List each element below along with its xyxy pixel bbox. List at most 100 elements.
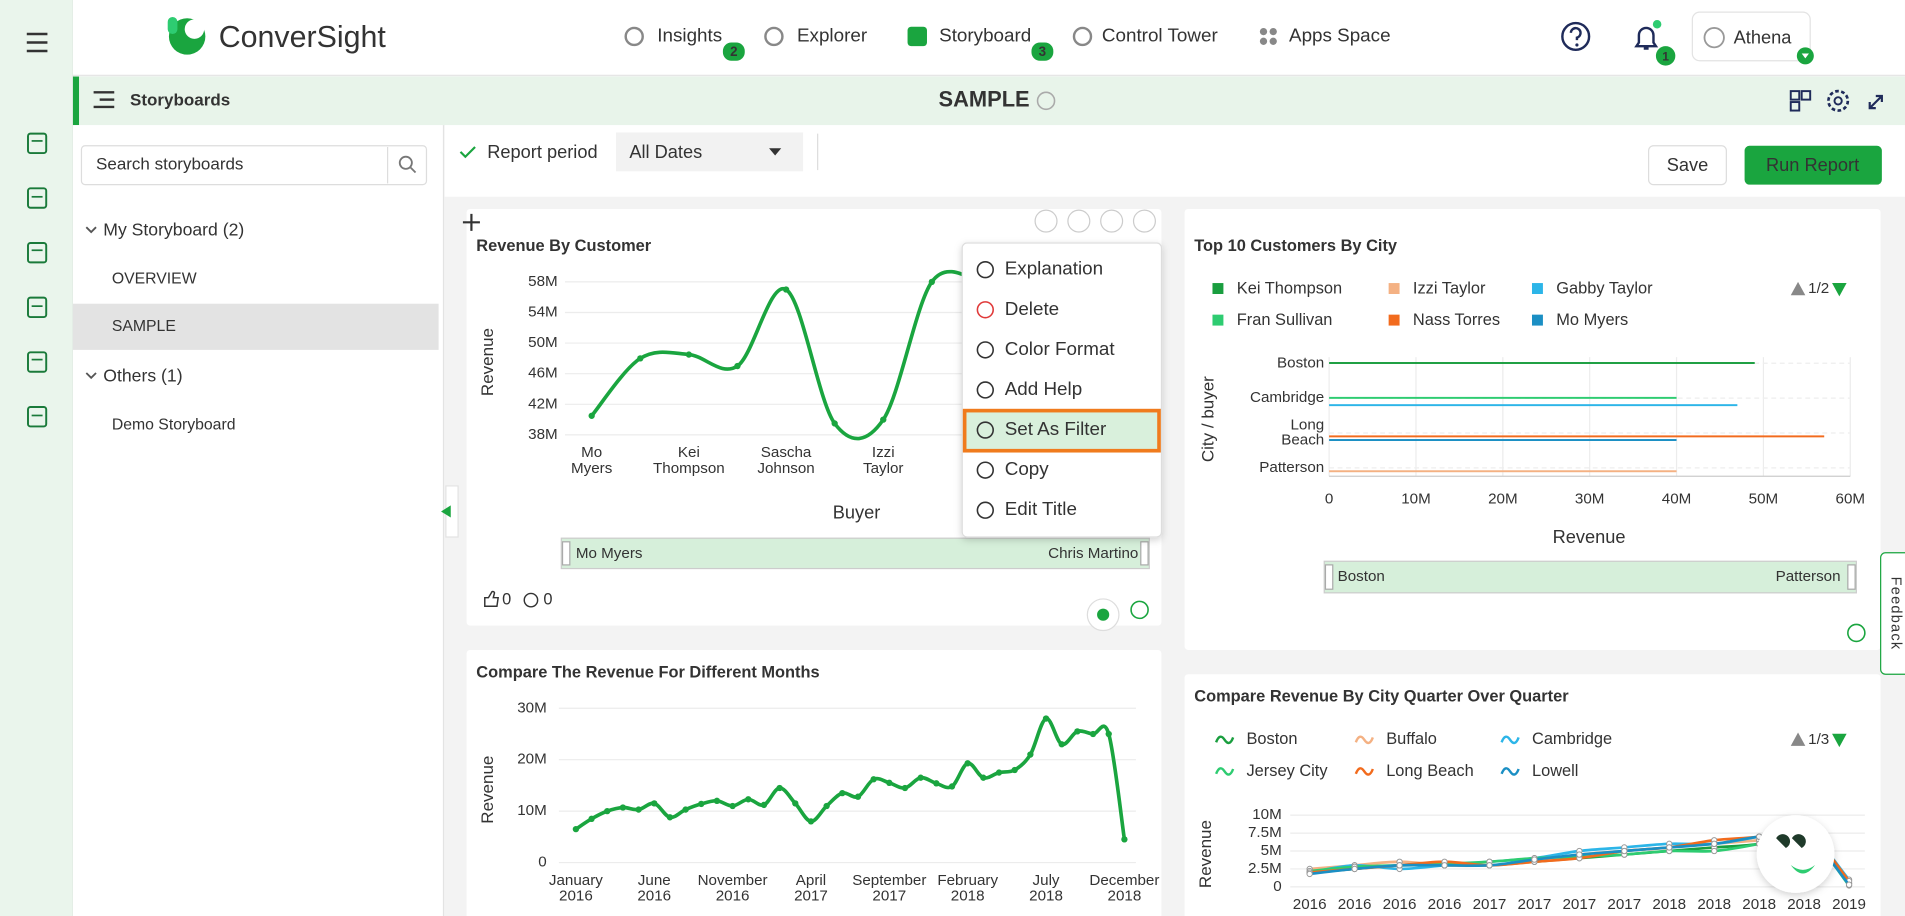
y-tick-label: Long Beach [1281, 417, 1324, 449]
legend-prev[interactable] [1790, 281, 1806, 296]
nav-icon[interactable] [624, 26, 644, 47]
comment-icon[interactable] [523, 592, 539, 608]
range-slider[interactable] [560, 537, 1150, 570]
legend-label[interactable]: Cambridge [1532, 730, 1612, 748]
legend-symbol[interactable] [1354, 735, 1374, 745]
legend-swatch[interactable] [1212, 283, 1224, 294]
run-report-button[interactable] [1744, 145, 1882, 185]
menu-item[interactable]: Set As Filter [1005, 418, 1106, 439]
legend-label[interactable]: Fran Sullivan [1237, 311, 1333, 329]
legend-label[interactable]: Boston [1246, 730, 1297, 748]
legend-label[interactable]: Izzi Taylor [1413, 279, 1486, 297]
user-menu[interactable] [1691, 11, 1811, 62]
search-box[interactable] [80, 145, 428, 186]
data-point [1396, 862, 1403, 869]
slider-handle[interactable] [561, 541, 571, 566]
x-tick-label: 60M [1836, 490, 1866, 507]
menu-item[interactable]: Delete [1005, 298, 1059, 319]
group-chevron[interactable] [85, 226, 97, 234]
date-select[interactable] [615, 132, 804, 172]
rail-icon[interactable] [27, 296, 48, 319]
legend-prev[interactable] [1790, 732, 1806, 746]
legend-swatch[interactable] [1531, 283, 1543, 294]
data-point [1621, 847, 1628, 855]
nav-icon[interactable] [1259, 27, 1268, 36]
info-icon[interactable] [1847, 623, 1866, 643]
like-icon[interactable] [484, 590, 499, 607]
nav-icon[interactable] [907, 26, 927, 47]
data-point [1486, 862, 1493, 869]
nav-icon[interactable] [1269, 37, 1277, 45]
legend-swatch[interactable] [1212, 314, 1224, 326]
add-widget-icon[interactable] [1800, 90, 1812, 101]
slider-handle[interactable] [1324, 564, 1334, 590]
legend-next[interactable] [1832, 733, 1847, 748]
legend-label[interactable]: Lowell [1532, 762, 1578, 780]
group-chevron[interactable] [85, 372, 97, 380]
save-button[interactable] [1648, 145, 1727, 186]
rail-icon[interactable] [27, 241, 48, 264]
legend-swatch[interactable] [1531, 314, 1543, 326]
legend-label[interactable]: Mo Myers [1556, 311, 1628, 329]
search-icon[interactable] [398, 155, 413, 170]
nav-item[interactable]: Control Tower [1102, 24, 1218, 45]
add-widget-icon[interactable] [1789, 90, 1801, 101]
info-icon[interactable] [1130, 600, 1149, 620]
widget-action[interactable] [1100, 209, 1124, 233]
rail-icon[interactable] [27, 187, 48, 209]
menu-item[interactable]: Add Help [1005, 378, 1082, 399]
widget-action[interactable] [1132, 209, 1156, 233]
add-widget-icon[interactable] [1789, 101, 1801, 112]
settings-icon[interactable] [1827, 89, 1850, 112]
legend-symbol[interactable] [1214, 735, 1235, 745]
move-handle[interactable] [462, 213, 480, 231]
legend-label[interactable]: Nass Torres [1413, 311, 1500, 329]
storyboard-group[interactable]: My Storyboard (2) [103, 219, 244, 239]
help-icon[interactable] [1561, 21, 1591, 52]
nav-icon[interactable] [1072, 26, 1093, 47]
slider-handle[interactable] [1847, 564, 1856, 590]
widget-action[interactable] [1067, 209, 1091, 233]
widget-action[interactable] [1034, 209, 1058, 233]
expand-icon[interactable] [1868, 94, 1883, 110]
legend-symbol[interactable] [1354, 767, 1374, 776]
chat-launcher[interactable] [1756, 815, 1835, 893]
range-slider[interactable] [1323, 560, 1857, 594]
legend-label[interactable]: Buffalo [1386, 730, 1437, 748]
legend-next[interactable] [1832, 283, 1847, 297]
legend-swatch[interactable] [1388, 283, 1400, 294]
help-icon-mark [1569, 26, 1582, 41]
rail-icon[interactable] [27, 132, 48, 155]
legend-label[interactable]: Kei Thompson [1237, 279, 1342, 297]
menu-item[interactable]: Copy [1005, 458, 1050, 479]
sidebar-toggle[interactable] [445, 485, 459, 538]
feedback-tab[interactable] [1880, 552, 1905, 675]
nav-item[interactable]: Explorer [797, 24, 867, 45]
notification-bell[interactable] [1634, 26, 1659, 50]
legend-symbol[interactable] [1500, 735, 1520, 745]
report-period-check[interactable] [459, 146, 476, 159]
menu-item[interactable]: Color Format [1005, 338, 1116, 359]
menu-item[interactable]: Explanation [1005, 258, 1103, 279]
nav-item[interactable]: Apps Space [1289, 24, 1391, 45]
menu-item[interactable]: Edit Title [1005, 498, 1077, 519]
nav-icon[interactable] [1259, 37, 1268, 45]
rail-icon[interactable] [27, 406, 48, 428]
nav-icon[interactable] [1269, 27, 1277, 36]
slider-handle[interactable] [1140, 541, 1149, 566]
nav-item[interactable]: Insights [657, 24, 722, 45]
nav-item[interactable]: Storyboard [939, 24, 1031, 45]
storyboard-item[interactable]: Demo Storyboard [112, 416, 236, 433]
storyboard-item[interactable]: OVERVIEW [112, 271, 197, 288]
legend-symbol[interactable] [1500, 767, 1520, 776]
legend-label[interactable]: Long Beach [1386, 762, 1474, 780]
rail-icon[interactable] [27, 351, 48, 373]
legend-label[interactable]: Gabby Taylor [1556, 279, 1653, 297]
user-avatar [1703, 27, 1725, 49]
legend-swatch[interactable] [1388, 314, 1400, 326]
storyboard-group[interactable]: Others (1) [103, 365, 182, 385]
legend-symbol[interactable] [1214, 767, 1235, 776]
storyboard-item[interactable]: SAMPLE [112, 318, 176, 335]
nav-icon[interactable] [764, 26, 784, 47]
legend-label[interactable]: Jersey City [1246, 762, 1328, 780]
